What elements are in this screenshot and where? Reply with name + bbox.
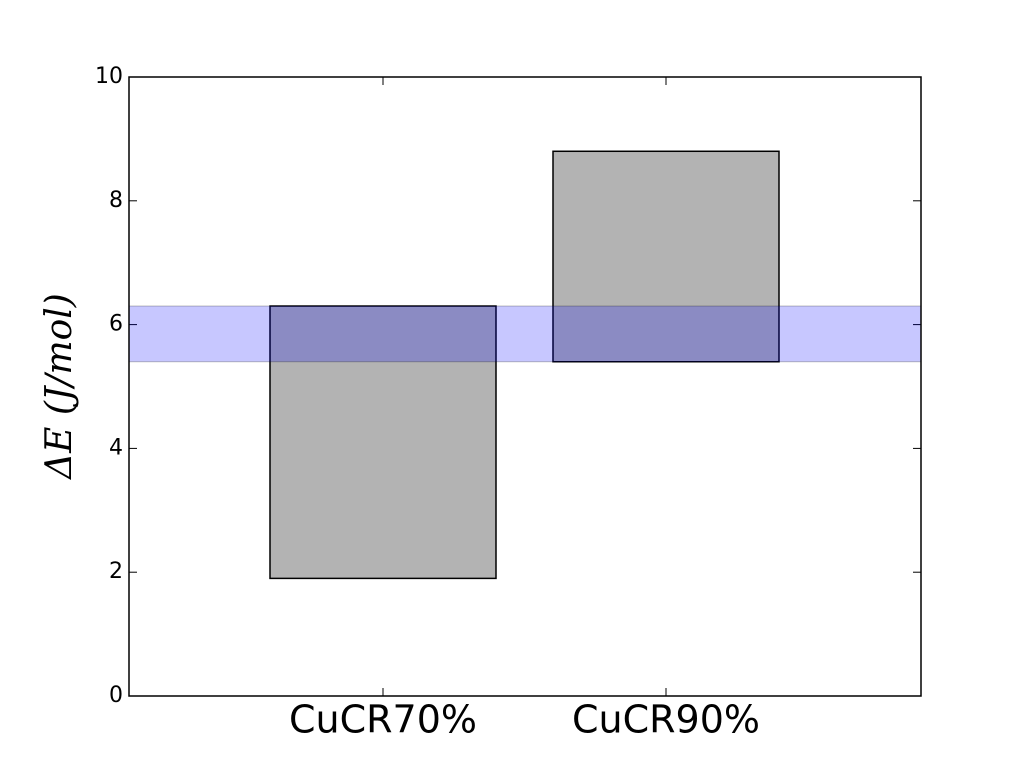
y-tick-label: 10 — [95, 64, 123, 89]
bar — [552, 150, 780, 363]
bar — [269, 305, 497, 580]
y-axis-label: ΔE (J/mol) — [39, 293, 80, 481]
plot-frame — [128, 76, 922, 697]
y-tick-label: 2 — [109, 559, 123, 584]
y-tick-label: 6 — [109, 312, 123, 337]
band — [128, 305, 922, 363]
y-tick-label: 8 — [109, 188, 123, 213]
y-tick-label: 0 — [109, 683, 123, 708]
x-tick-label: CuCR70% — [289, 698, 477, 742]
y-tick-label: 4 — [109, 435, 123, 460]
x-tick-label: CuCR90% — [572, 698, 760, 742]
